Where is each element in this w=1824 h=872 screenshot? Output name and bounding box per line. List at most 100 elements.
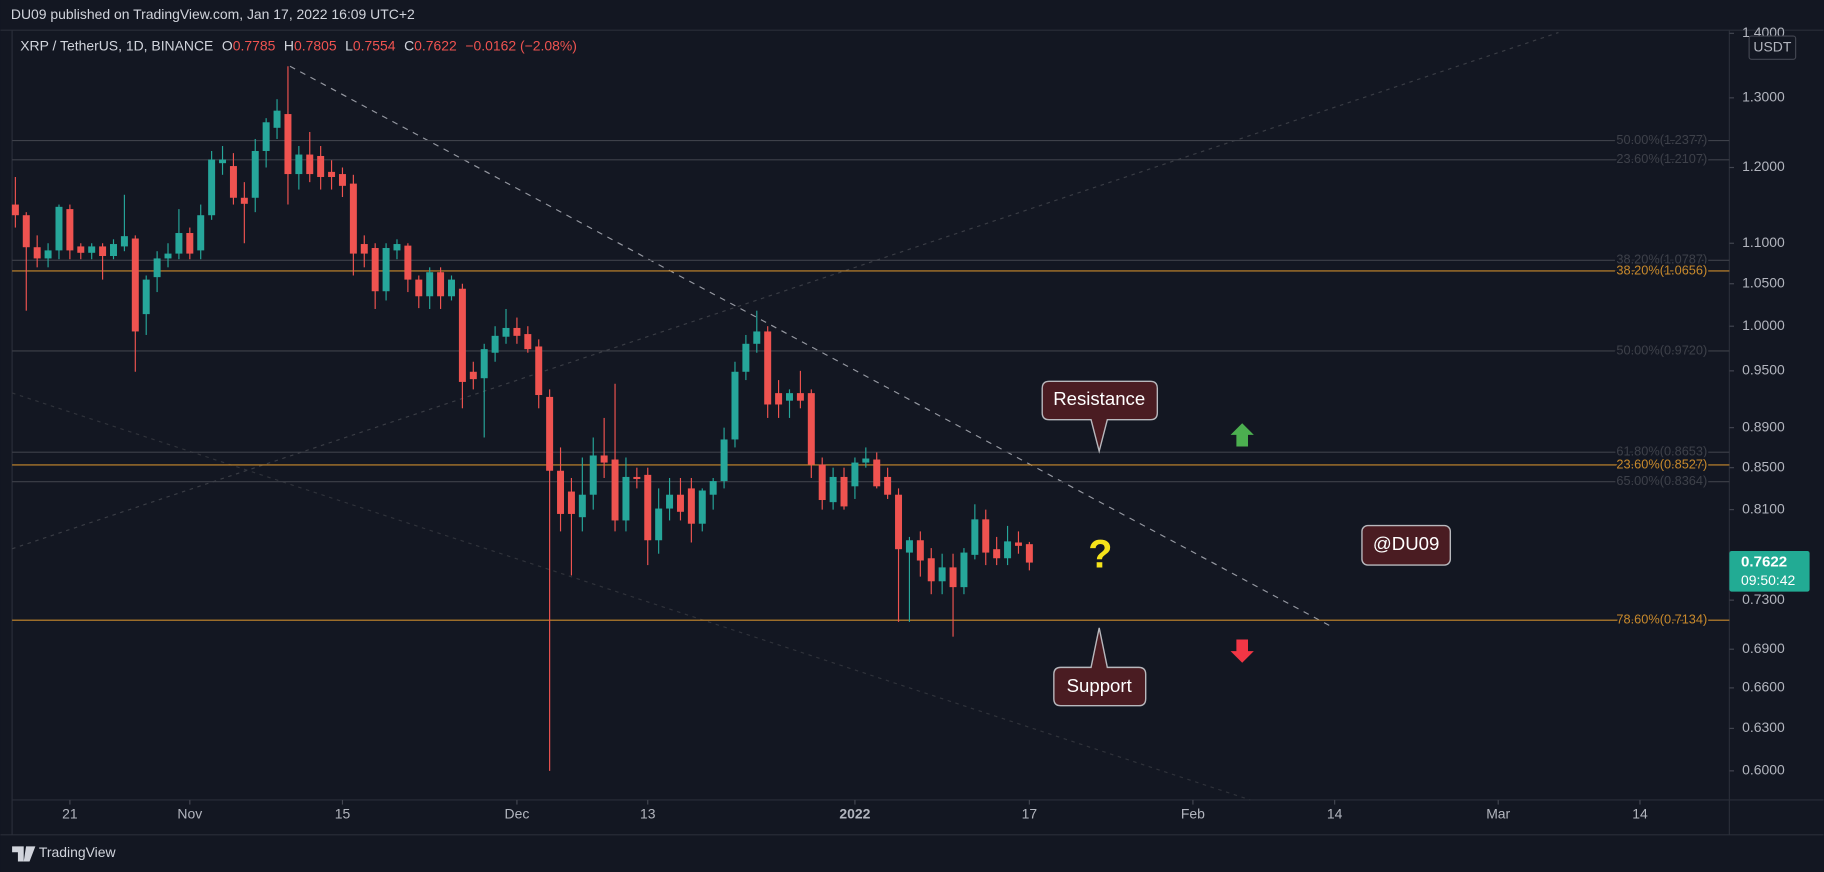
candle-body — [88, 246, 96, 253]
ohlc-value: 0.7785 — [233, 37, 276, 53]
candle-body — [600, 455, 608, 463]
candle-body — [513, 327, 521, 336]
y-tick-label: 1.3000 — [1742, 89, 1785, 105]
candle-body — [895, 494, 903, 550]
candle-body — [862, 458, 870, 463]
drawings — [11, 32, 1559, 801]
candle-body — [219, 159, 227, 164]
candle-body — [1014, 542, 1022, 546]
y-tick-label: 1.1000 — [1742, 234, 1785, 250]
candle-body — [22, 215, 30, 248]
candle-body — [491, 335, 499, 353]
watermark-box — [1361, 524, 1452, 566]
y-tick-label: 0.7300 — [1742, 591, 1785, 607]
candle-body — [175, 233, 183, 254]
candle-body — [251, 150, 259, 198]
candle-body — [273, 110, 281, 128]
y-tick-label: 0.6000 — [1742, 762, 1785, 778]
watermark: @DU09 — [1373, 533, 1439, 554]
ohlc-label: L — [345, 37, 353, 53]
x-tick-label: 17 — [1022, 806, 1038, 822]
frame — [0, 29, 1824, 836]
resistance-label: Resistance — [1053, 388, 1145, 409]
candles — [11, 66, 1033, 771]
candle-body — [426, 272, 434, 297]
unit: USDT — [1753, 38, 1791, 54]
candle-body — [131, 238, 139, 332]
candle-body — [807, 393, 815, 465]
candle-body — [240, 197, 248, 204]
candle-body — [142, 279, 150, 315]
change: −0.0162 (−2.08%) — [465, 37, 577, 53]
level-label: 38.20%(1.0787) — [1616, 252, 1707, 267]
candle-body — [77, 246, 85, 253]
candle-body — [687, 488, 695, 524]
level-label: 65.00%(0.8364) — [1616, 473, 1707, 488]
y-tick-label: 1.0000 — [1742, 317, 1785, 333]
down-arrow — [1230, 639, 1254, 663]
level-label: 50.00%(0.9720) — [1616, 342, 1707, 357]
candle-body — [338, 174, 346, 186]
candle-body — [393, 244, 401, 251]
candle-body — [66, 209, 74, 251]
candle-body — [851, 462, 859, 487]
candle-body — [437, 272, 445, 297]
candle-body — [905, 540, 913, 553]
candle-body — [110, 244, 117, 257]
candle-body — [840, 476, 848, 507]
candle-body — [33, 247, 41, 259]
candle-body — [982, 519, 990, 553]
y-tick-label: 0.6600 — [1742, 679, 1785, 695]
x-tick-label: Mar — [1486, 806, 1510, 822]
level-label: 23.60%(1.2107) — [1616, 151, 1707, 166]
candle-body — [557, 470, 565, 514]
faint-trendline — [11, 32, 1559, 550]
candle-body — [1004, 541, 1012, 559]
x-tick-label: Feb — [1181, 806, 1205, 822]
candle-body — [295, 154, 303, 175]
brand: TradingView — [39, 844, 117, 860]
candle-body — [448, 279, 455, 297]
candle-body — [99, 246, 107, 257]
price-tag-box — [1729, 550, 1810, 592]
candle-body — [655, 508, 663, 541]
candle-body — [829, 476, 837, 503]
candle-body — [208, 159, 216, 216]
support-label: Support — [1067, 675, 1133, 696]
y-tick-label: 0.6900 — [1742, 640, 1785, 656]
ohlc-label: H — [284, 37, 294, 53]
level-label: 50.00%(1.2377) — [1616, 132, 1707, 147]
level-label: 38.20%(1.0656) — [1616, 262, 1707, 277]
candle-body — [927, 558, 935, 582]
support-callout: Support — [1053, 627, 1147, 707]
x-tick-label: 13 — [640, 806, 656, 822]
candle-body — [546, 396, 554, 471]
candle-body — [775, 393, 783, 405]
candle-body — [960, 552, 968, 588]
candle-body — [186, 233, 194, 254]
candle-body — [993, 549, 1001, 559]
candle-body — [742, 343, 750, 372]
candle-body — [666, 494, 674, 509]
last-price: 0.7622 — [1741, 554, 1787, 571]
candle-body — [764, 331, 772, 405]
x-tick-label: 2022 — [839, 806, 870, 822]
faint-trendline — [11, 392, 1251, 801]
candle-body — [644, 474, 652, 541]
callout-box — [1053, 627, 1147, 707]
level-label: 61.80%(0.8653) — [1616, 444, 1707, 459]
axes: 1.40001.30001.20001.10001.05001.00000.95… — [62, 24, 1785, 822]
candle-body — [11, 204, 19, 216]
x-tick-label: 14 — [1632, 806, 1648, 822]
candle-body — [262, 122, 270, 151]
candle-body — [328, 171, 336, 177]
candle-body — [818, 464, 826, 501]
candle-body — [120, 236, 128, 247]
candle-body — [229, 166, 237, 198]
fib-levels: 50.00%(1.2377) 23.60%(1.2107) 38.20%(1.078… — [12, 130, 1730, 628]
y-tick-label: 0.9500 — [1742, 362, 1785, 378]
candle-body — [382, 248, 390, 292]
